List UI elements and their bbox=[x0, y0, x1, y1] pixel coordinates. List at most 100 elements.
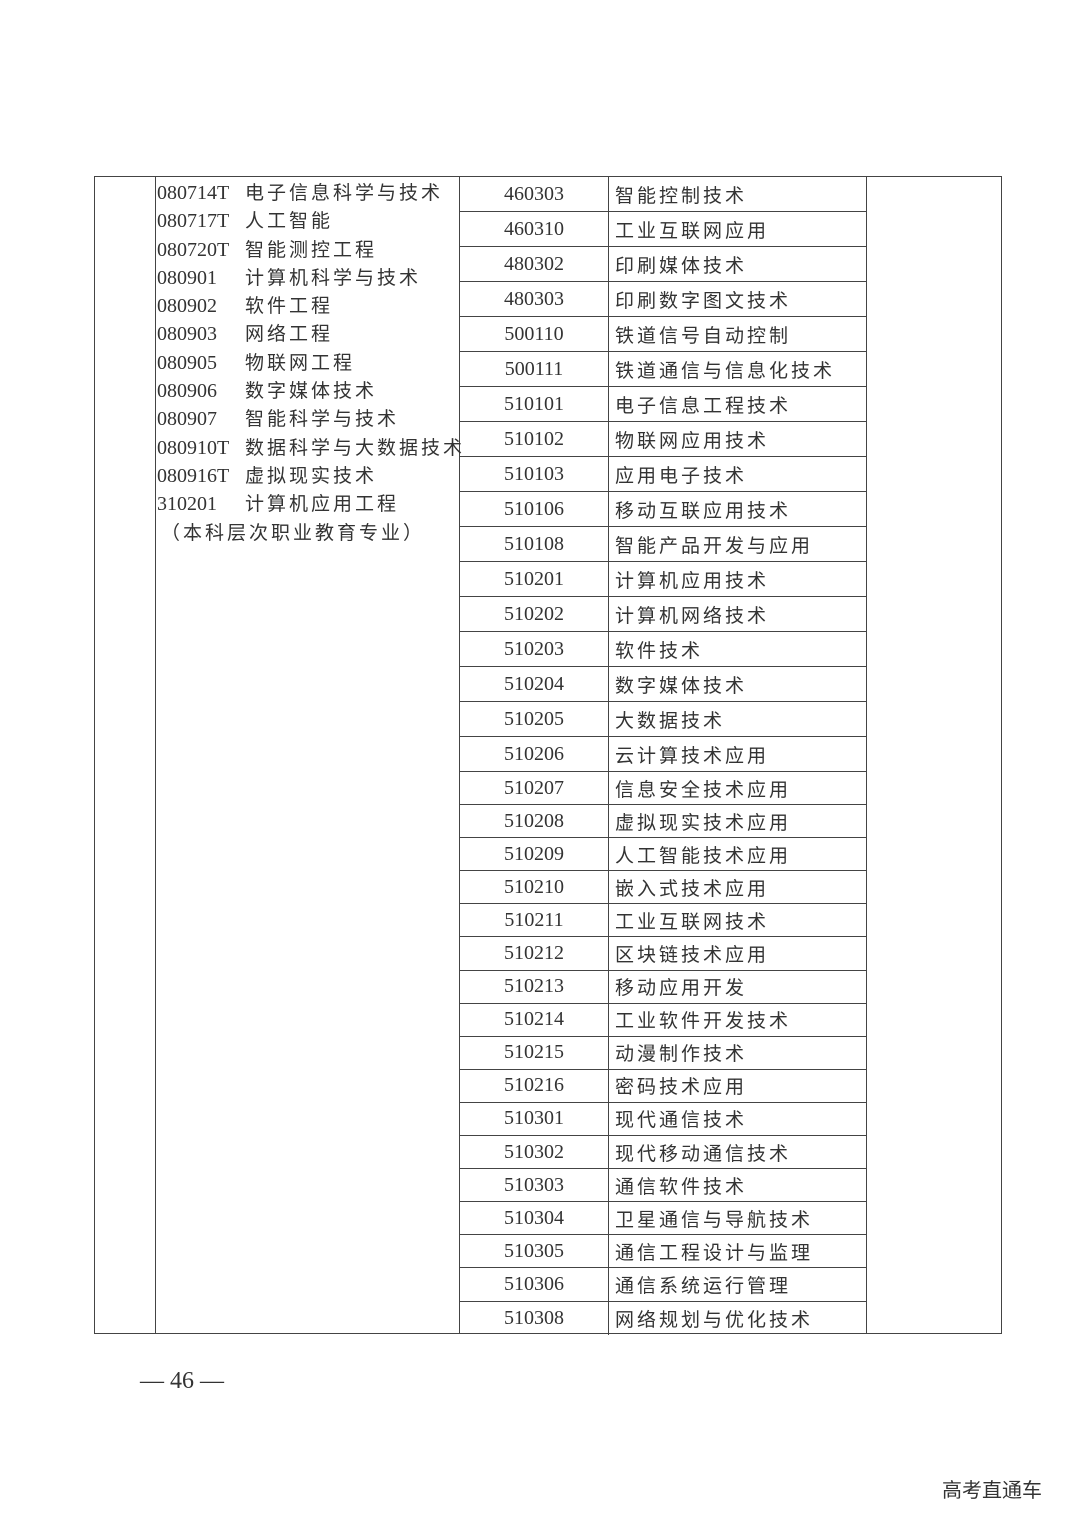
undergraduate-majors-list: 080714T 电子信息科学与技术 080717T 人工智能 080720T 智能测控工程… bbox=[157, 179, 462, 547]
column-divider bbox=[459, 177, 460, 1333]
major-name: 智能测控工程 bbox=[245, 238, 378, 261]
table-row: 510214 工业软件开发技术 bbox=[460, 1003, 866, 1037]
table-row: 510308 网络规划与优化技术 bbox=[460, 1301, 866, 1335]
major-name: 数据科学与大数据技术 bbox=[245, 436, 466, 459]
major-code: 510203 bbox=[460, 632, 609, 666]
major-name: 大数据技术 bbox=[615, 709, 726, 732]
major-name: 铁道信号自动控制 bbox=[615, 324, 792, 347]
major-code: 080720T bbox=[157, 238, 230, 261]
table-row: 460310 工业互联网应用 bbox=[460, 212, 866, 247]
major-name: 物联网应用技术 bbox=[615, 429, 770, 452]
major-name: 人工智能 bbox=[245, 210, 334, 233]
major-name: 电子信息工程技术 bbox=[615, 394, 792, 417]
major-name: 通信系统运行管理 bbox=[615, 1274, 792, 1297]
column-divider bbox=[866, 177, 867, 1333]
major-code: 510206 bbox=[460, 737, 609, 771]
major-code: 510216 bbox=[460, 1069, 609, 1102]
major-name: 应用电子技术 bbox=[615, 464, 748, 487]
major-code: 510201 bbox=[460, 562, 609, 596]
major-name: 网络规划与优化技术 bbox=[615, 1308, 814, 1331]
major-item: 310201 计算机应用工程 bbox=[157, 490, 457, 518]
major-name: 网络工程 bbox=[245, 323, 334, 346]
major-name: 软件工程 bbox=[245, 295, 334, 318]
major-note: （本科层次职业教育专业） bbox=[161, 521, 426, 544]
table-row: 510302 现代移动通信技术 bbox=[460, 1136, 866, 1170]
major-code: 510301 bbox=[460, 1102, 609, 1136]
major-name: 软件技术 bbox=[615, 639, 704, 662]
major-item: 080910T 数据科学与大数据技术 bbox=[157, 434, 462, 462]
major-code: 510102 bbox=[460, 422, 609, 456]
table-row: 510101 电子信息工程技术 bbox=[460, 387, 866, 422]
major-name: 移动应用开发 bbox=[615, 977, 748, 1000]
major-name: 信息安全技术应用 bbox=[615, 778, 792, 801]
major-item: 080907 智能科学与技术 bbox=[157, 405, 457, 433]
table-row: 460303 智能控制技术 bbox=[460, 177, 866, 212]
table-row: 510304 卫星通信与导航技术 bbox=[460, 1202, 866, 1236]
major-name: 印刷数字图文技术 bbox=[615, 289, 792, 312]
major-code: 080901 bbox=[157, 266, 217, 289]
major-name: 铁道通信与信息化技术 bbox=[615, 359, 836, 382]
major-name: 电子信息科学与技术 bbox=[245, 182, 444, 204]
majors-table: 080714T 电子信息科学与技术 080717T 人工智能 080720T 智能测控工程… bbox=[94, 176, 1002, 1335]
major-name: 数字媒体技术 bbox=[245, 380, 378, 403]
major-code: 080916T bbox=[157, 464, 230, 487]
major-name: 计算机应用技术 bbox=[615, 569, 770, 592]
major-code: 080717T bbox=[157, 210, 230, 233]
major-name: 印刷媒体技术 bbox=[615, 254, 748, 277]
table-row: 510216 密码技术应用 bbox=[460, 1069, 866, 1103]
table-row: 510206 云计算技术应用 bbox=[460, 737, 866, 772]
major-code: 510209 bbox=[460, 838, 609, 871]
major-code: 080714T bbox=[157, 182, 230, 204]
major-code: 510103 bbox=[460, 457, 609, 491]
major-item: 080902 软件工程 bbox=[157, 292, 457, 320]
table-row: 510215 动漫制作技术 bbox=[460, 1036, 866, 1070]
major-code: 080902 bbox=[157, 295, 217, 318]
table-row: 510210 嵌入式技术应用 bbox=[460, 871, 866, 905]
major-code: 510214 bbox=[460, 1003, 609, 1036]
major-code: 080903 bbox=[157, 323, 217, 346]
table-row: 510306 通信系统运行管理 bbox=[460, 1268, 866, 1302]
major-name: 物联网工程 bbox=[245, 351, 356, 374]
major-name: 智能产品开发与应用 bbox=[615, 534, 814, 557]
major-code: 500111 bbox=[460, 352, 609, 386]
table-row: 510106 移动互联应用技术 bbox=[460, 492, 866, 527]
major-code: 510306 bbox=[460, 1268, 609, 1301]
major-code: 510207 bbox=[460, 772, 609, 805]
table-row: 500111 铁道通信与信息化技术 bbox=[460, 352, 866, 387]
table-row: 510108 智能产品开发与应用 bbox=[460, 527, 866, 562]
major-name: 人工智能技术应用 bbox=[615, 844, 792, 867]
vocational-majors-list: 460303 智能控制技术 460310 工业互联网应用 480302 印刷媒体技术 480… bbox=[460, 177, 866, 1335]
table-row: 510201 计算机应用技术 bbox=[460, 562, 866, 597]
major-code: 510308 bbox=[460, 1301, 609, 1335]
major-name: 移动互联应用技术 bbox=[615, 499, 792, 522]
major-code: 080905 bbox=[157, 351, 217, 374]
major-item: 080916T 虚拟现实技术 bbox=[157, 462, 457, 490]
table-row: 510303 通信软件技术 bbox=[460, 1169, 866, 1203]
major-code: 510213 bbox=[460, 970, 609, 1003]
major-code: 500110 bbox=[460, 317, 609, 351]
major-item: 080717T 人工智能 bbox=[157, 207, 457, 235]
major-name: 通信软件技术 bbox=[615, 1175, 748, 1198]
major-name: 嵌入式技术应用 bbox=[615, 877, 770, 900]
watermark: 高考直通车 bbox=[942, 1478, 1042, 1502]
major-code: 510304 bbox=[460, 1202, 609, 1235]
major-code: 510108 bbox=[460, 527, 609, 561]
table-row: 510205 大数据技术 bbox=[460, 702, 866, 737]
table-row: 510202 计算机网络技术 bbox=[460, 597, 866, 632]
major-code: 510205 bbox=[460, 702, 609, 736]
table-row: 510305 通信工程设计与监理 bbox=[460, 1235, 866, 1269]
major-name: 数字媒体技术 bbox=[615, 674, 748, 697]
table-row: 500110 铁道信号自动控制 bbox=[460, 317, 866, 352]
major-code: 510212 bbox=[460, 937, 609, 970]
major-name: 现代移动通信技术 bbox=[615, 1142, 792, 1165]
major-name: 智能控制技术 bbox=[615, 184, 748, 207]
major-code: 510305 bbox=[460, 1235, 609, 1268]
major-name: 工业互联网应用 bbox=[615, 219, 770, 242]
major-code: 510101 bbox=[460, 387, 609, 421]
major-code: 510210 bbox=[460, 871, 609, 904]
major-code: 510211 bbox=[460, 904, 609, 937]
major-code: 480302 bbox=[460, 247, 609, 281]
major-code: 510302 bbox=[460, 1136, 609, 1169]
table-row: 510207 信息安全技术应用 bbox=[460, 772, 866, 806]
table-row: 510103 应用电子技术 bbox=[460, 457, 866, 492]
